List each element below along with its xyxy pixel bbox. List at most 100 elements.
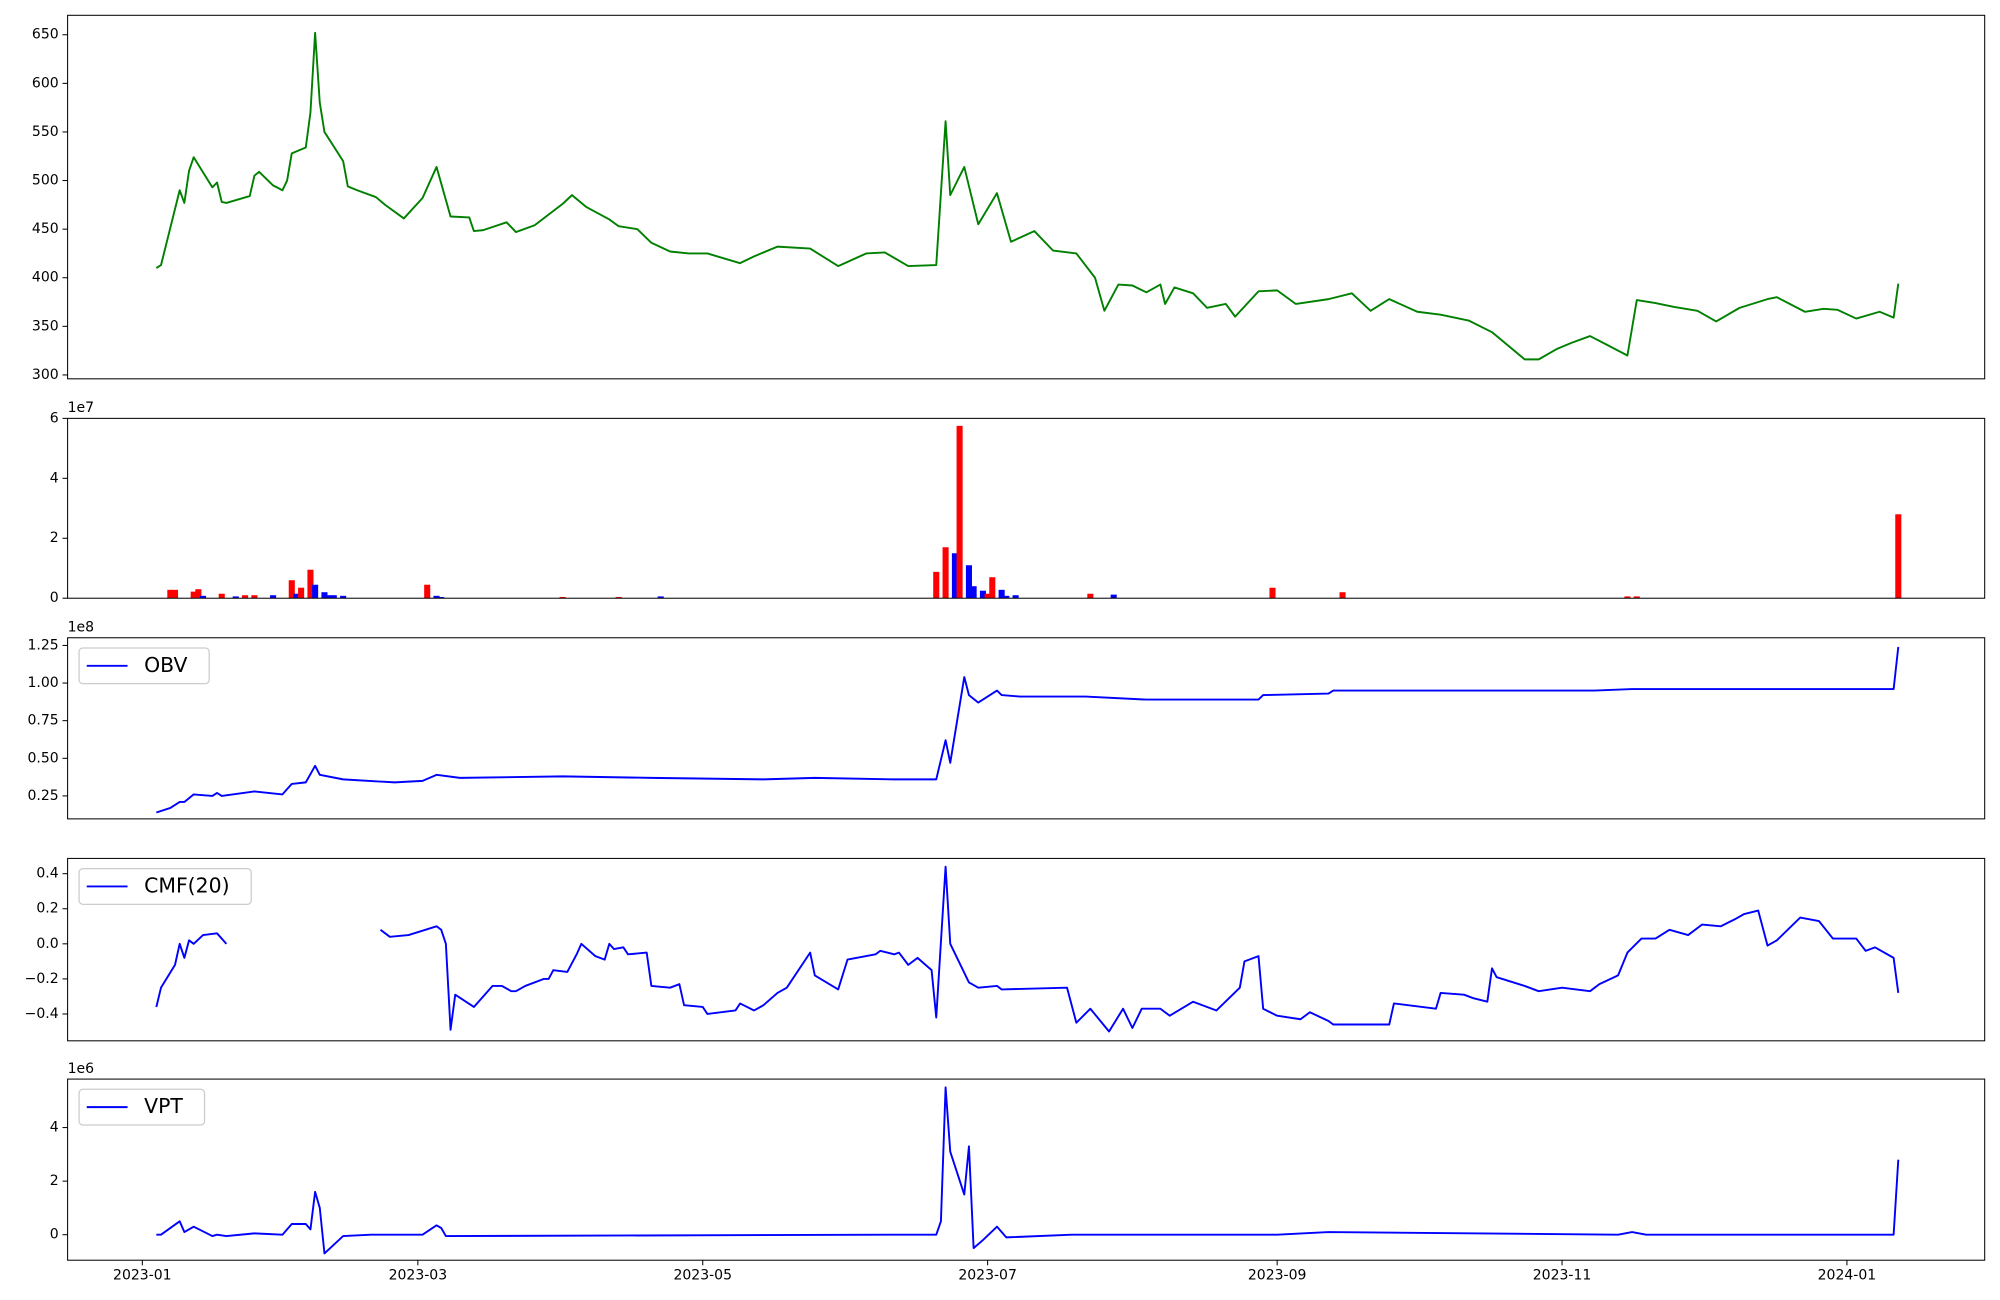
legend-label: OBV: [144, 653, 187, 677]
bar: [965, 565, 972, 599]
y-tick-label: 0: [50, 590, 59, 606]
line: [155, 31, 1900, 361]
bar: [615, 597, 622, 599]
y-tick-label: 0.4: [36, 866, 58, 882]
bar: [312, 584, 319, 599]
y-tick-label: 0: [50, 1227, 59, 1243]
panel: 0 2 4 6 1e7: [50, 400, 1986, 606]
y-tick-label: 400: [32, 270, 59, 286]
y-scale-label: 1e8: [68, 620, 94, 636]
bar: [321, 592, 328, 599]
y-tick-label: 4: [50, 1120, 59, 1136]
bar: [340, 595, 347, 599]
bar: [251, 595, 258, 599]
panel: 0.25 0.50 0.75 1.00 1.25 1e8 OBV: [27, 620, 1986, 820]
line: [155, 865, 1900, 1033]
bar: [933, 571, 940, 599]
y-tick-label: −0.4: [25, 1006, 59, 1022]
x-tick-label: 2023-09: [1248, 1268, 1307, 1284]
legend-box: [78, 647, 210, 685]
y-scale-label: 1e6: [68, 1061, 95, 1077]
legend-label: CMF(20): [144, 873, 229, 897]
bar: [1003, 595, 1010, 599]
y-tick-label: 0.75: [27, 713, 58, 729]
legend-box: [78, 1088, 206, 1126]
bar: [195, 589, 202, 599]
bar: [1087, 593, 1094, 599]
bar: [330, 595, 337, 599]
bar: [218, 593, 225, 599]
panel: 300 350 400 450 500 550 600 650: [32, 14, 1986, 383]
x-tick-label: 2023-01: [113, 1268, 172, 1284]
bar: [956, 425, 963, 599]
x-tick-label: 2024-01: [1818, 1268, 1877, 1284]
bar: [998, 589, 1005, 599]
bar: [1012, 595, 1019, 599]
bar: [970, 586, 977, 599]
y-tick-label: −0.2: [25, 971, 59, 987]
bar: [984, 593, 991, 599]
bar: [326, 595, 333, 599]
axes-frame: [67, 1078, 1986, 1261]
y-tick-label: 450: [32, 221, 59, 237]
y-tick-label: 6: [50, 410, 59, 426]
y-tick-label: 0.25: [27, 788, 58, 804]
bar: [1110, 594, 1117, 599]
bar: [167, 589, 174, 599]
axes-frame: [67, 857, 1986, 1042]
x-tick-label: 2023-07: [958, 1268, 1017, 1284]
legend: VPT: [78, 1088, 206, 1126]
bar: [989, 577, 996, 599]
bar: [171, 589, 179, 599]
bar: [270, 595, 277, 599]
line: [156, 646, 1900, 814]
y-scale-label: 1e7: [68, 400, 94, 416]
bar: [1269, 587, 1276, 599]
legend-box: [78, 867, 252, 905]
legend: OBV: [78, 647, 210, 685]
panel: −0.4 −0.2 0.0 0.2 0.4 CMF(20): [25, 857, 1986, 1042]
bar: [1339, 592, 1346, 599]
y-tick-label: 350: [32, 318, 59, 334]
x-tick-label: 2023-11: [1533, 1268, 1592, 1284]
bar: [288, 580, 295, 599]
y-tick-label: 500: [32, 173, 59, 189]
legend: CMF(20): [78, 867, 252, 905]
bar: [232, 596, 239, 599]
bar: [190, 591, 197, 599]
bar: [1624, 596, 1631, 599]
axes-frame: [67, 417, 1986, 599]
bar: [1895, 514, 1902, 599]
y-tick-label: 1.00: [27, 675, 58, 691]
bar: [1633, 596, 1640, 599]
y-tick-label: 0.50: [27, 750, 58, 766]
panel: 0 2 4 1e6 2023-01 2023-03 2023-05 2023-07 2023-0…: [50, 1061, 1986, 1284]
y-tick-label: 4: [50, 470, 59, 486]
y-tick-label: 650: [32, 27, 59, 43]
bar: [559, 597, 566, 599]
y-tick-label: 0.0: [36, 936, 58, 952]
bar: [298, 587, 305, 599]
bar: [951, 553, 958, 599]
y-tick-label: 600: [32, 75, 59, 91]
axes-frame: [67, 637, 1986, 820]
y-tick-label: 2: [50, 1173, 59, 1189]
bar: [424, 584, 431, 599]
axes-frame: [67, 14, 1986, 380]
y-tick-label: 300: [32, 367, 59, 383]
x-tick-label: 2023-05: [673, 1268, 732, 1284]
y-tick-label: 1.25: [27, 637, 58, 653]
bar: [438, 597, 445, 599]
bar: [307, 569, 314, 599]
bar: [942, 547, 949, 599]
y-tick-label: 550: [32, 124, 59, 140]
y-tick-label: 2: [50, 530, 59, 546]
line: [156, 1086, 1900, 1255]
bar: [200, 595, 207, 599]
bar: [657, 596, 664, 599]
y-tick-label: 0.2: [36, 901, 58, 917]
x-tick-label: 2023-03: [389, 1268, 448, 1284]
bar: [242, 595, 249, 599]
